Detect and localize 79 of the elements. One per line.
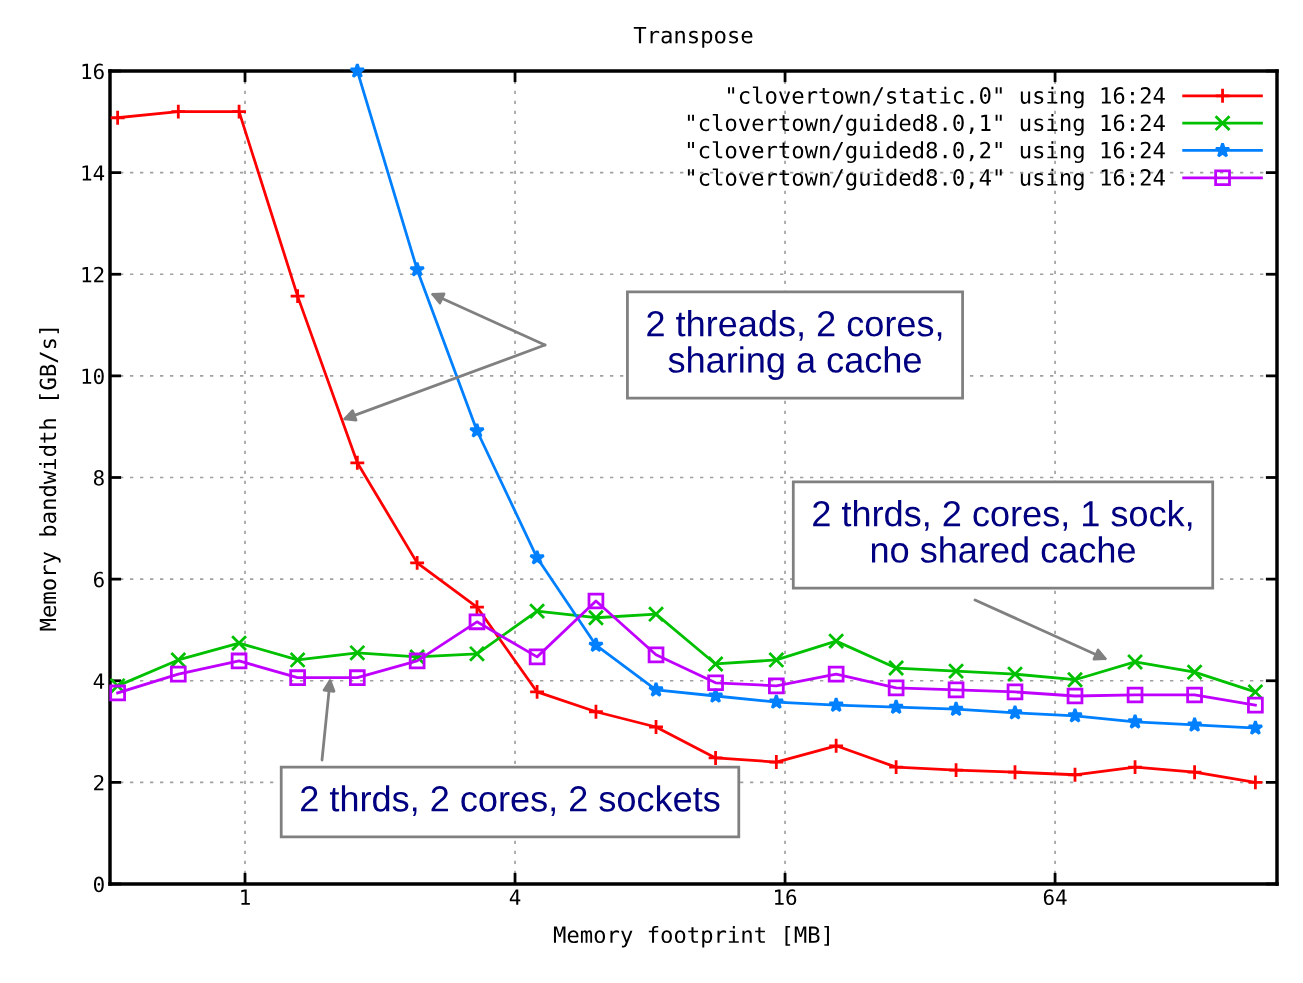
y-tick-label: 10 <box>82 368 104 385</box>
annotation: 2 thrds, 2 cores, 1 sock, no shared cache <box>813 500 1192 563</box>
x-tick-label: 16 <box>775 889 797 906</box>
point <box>348 669 366 687</box>
point <box>647 718 665 736</box>
legend-label: "clovertown/guided8.0,2" using 16:24 <box>687 141 1165 163</box>
point <box>1006 683 1024 701</box>
y-tick-label: 12 <box>82 266 104 283</box>
point <box>768 753 785 771</box>
x-axis-title: Memory footprint [MB] <box>553 925 829 948</box>
point <box>1186 686 1203 704</box>
y-tick-label: 6 <box>93 571 104 588</box>
point <box>827 737 845 755</box>
point <box>528 648 546 666</box>
point <box>230 634 248 652</box>
point <box>1066 687 1084 705</box>
point <box>289 651 306 669</box>
point <box>1186 763 1203 781</box>
annotation: 2 thrds, 2 cores, 2 sockets <box>301 785 720 816</box>
point <box>827 632 845 650</box>
point <box>1126 653 1144 671</box>
legend-label: "clovertown/guided8.0,4" using 16:24 <box>687 168 1165 191</box>
point <box>827 665 845 683</box>
point <box>947 681 965 699</box>
legend-label: "clovertown/static.0" using 16:24 <box>728 86 1165 109</box>
point <box>707 655 724 673</box>
x-tick-label: 64 <box>1043 889 1067 906</box>
point <box>528 602 546 620</box>
point <box>587 609 605 627</box>
point <box>169 665 187 683</box>
chart-title: Transpose <box>633 27 753 48</box>
point <box>768 677 785 695</box>
point <box>468 613 486 631</box>
annotation: 2 threads, 2 cores, sharing a cache <box>647 310 942 380</box>
point <box>230 652 248 670</box>
point <box>707 674 724 692</box>
point <box>1006 763 1024 781</box>
point <box>528 683 546 701</box>
point <box>1186 663 1203 681</box>
point <box>1066 671 1084 689</box>
point <box>647 605 665 623</box>
y-tick-label: 14 <box>82 165 105 181</box>
x-tick-label: 4 <box>509 889 521 905</box>
point <box>947 761 965 779</box>
point <box>169 103 187 120</box>
point <box>289 287 306 305</box>
point <box>887 659 905 677</box>
point <box>1006 665 1024 683</box>
point <box>1126 686 1144 704</box>
point <box>947 662 965 680</box>
point <box>348 644 366 662</box>
point <box>109 684 126 702</box>
point <box>408 652 426 670</box>
x-tick-label: 1 <box>241 889 250 905</box>
point <box>348 454 366 472</box>
point <box>1247 696 1264 714</box>
point <box>707 749 724 767</box>
y-tick-label: 4 <box>93 673 105 689</box>
point <box>887 679 905 697</box>
point <box>887 758 905 776</box>
point <box>1126 758 1144 776</box>
point <box>647 646 665 664</box>
point <box>1247 774 1264 791</box>
y-axis-title: Memory bandwidth [GB/s] <box>39 328 61 631</box>
y-tick-label: 2 <box>94 774 104 791</box>
y-tick-label: 8 <box>93 470 104 486</box>
legend-label: "clovertown/guided8.0,1" using 16:24 <box>687 113 1165 136</box>
point <box>109 109 126 127</box>
point <box>408 554 426 572</box>
y-tick-label: 0 <box>93 876 104 893</box>
point <box>587 592 605 610</box>
point <box>230 103 248 120</box>
point <box>468 645 486 663</box>
point <box>1066 766 1084 784</box>
point <box>768 651 785 669</box>
point <box>468 598 486 616</box>
point <box>289 669 306 687</box>
y-tick-label: 16 <box>82 63 104 80</box>
point <box>587 703 605 721</box>
